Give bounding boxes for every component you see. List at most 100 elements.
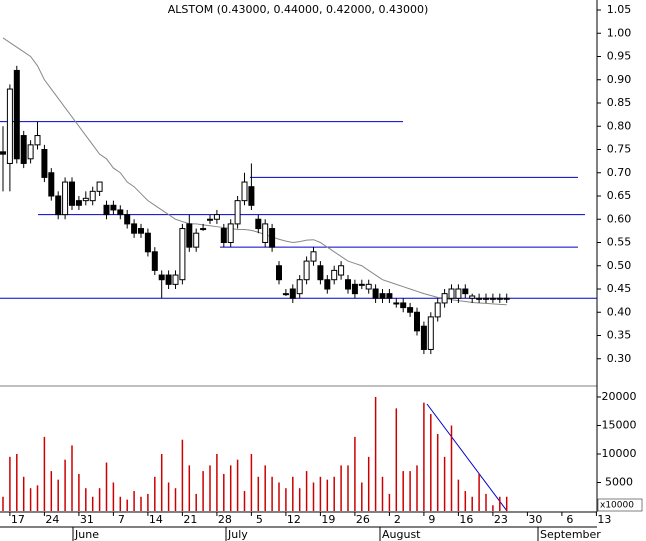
candle-body xyxy=(165,274,172,285)
candle-body xyxy=(151,251,158,271)
candle-body xyxy=(96,181,103,192)
x-tick-label: 2 xyxy=(394,513,401,526)
candle-body xyxy=(241,181,248,202)
y-tick-label: 0.70 xyxy=(607,166,632,179)
candle-body xyxy=(20,135,27,164)
candle-body xyxy=(462,288,469,295)
candle-body xyxy=(269,228,276,248)
candle-body xyxy=(200,228,207,231)
candle-body xyxy=(220,228,227,244)
x-tick-label: 6 xyxy=(566,513,573,526)
unit-box xyxy=(597,498,643,512)
candle-body xyxy=(48,172,55,197)
x-tick-label: 16 xyxy=(459,513,473,526)
month-label: July xyxy=(227,528,248,541)
candle-body xyxy=(82,197,89,202)
candle-body xyxy=(138,228,144,234)
candle-body xyxy=(448,288,455,299)
y-tick-label: 0.85 xyxy=(607,96,632,109)
y-tick-label: 0.65 xyxy=(607,189,632,202)
y-tick-label: 0.80 xyxy=(607,119,632,132)
candle-body xyxy=(234,200,241,225)
x-tick-label: 26 xyxy=(356,513,370,526)
x-tick-label: 31 xyxy=(80,513,94,526)
candle-body xyxy=(489,297,496,300)
x-tick-label: 9 xyxy=(428,513,435,526)
candle-body xyxy=(386,293,393,299)
candle-body xyxy=(110,204,117,211)
candle-body xyxy=(400,302,407,309)
x-tick-label: 19 xyxy=(321,513,335,526)
y-tick-label: 0.90 xyxy=(607,73,632,86)
candle-body xyxy=(441,293,448,304)
candle-body xyxy=(372,288,379,299)
candle-body xyxy=(55,195,62,216)
candle-body xyxy=(69,181,75,206)
month-label: August xyxy=(382,528,421,541)
candle-body xyxy=(282,293,289,296)
candle-body xyxy=(103,204,110,216)
candle-body xyxy=(117,209,124,216)
y-tick-label: 0.45 xyxy=(607,282,632,295)
x-tick-label: 24 xyxy=(45,513,59,526)
candle-body xyxy=(248,186,255,206)
x-tick-label: 21 xyxy=(183,513,197,526)
candle-body xyxy=(455,288,462,299)
y-tick-label: 1.05 xyxy=(607,3,632,16)
candle-body xyxy=(276,265,282,281)
y-tick-label: 0.60 xyxy=(607,212,632,225)
candle-body xyxy=(351,283,358,295)
candle-body xyxy=(365,283,372,290)
candle-body xyxy=(0,151,6,155)
candle-body xyxy=(13,69,20,160)
volume-trendline xyxy=(426,403,508,512)
candle-body xyxy=(393,302,400,305)
candle-body xyxy=(207,218,213,221)
candle-body xyxy=(172,274,179,285)
candle-body xyxy=(144,232,151,253)
y-tick-label: 5000 xyxy=(605,475,633,488)
candle-body xyxy=(358,283,365,286)
candle-body xyxy=(227,223,234,243)
candle-body xyxy=(41,149,48,178)
candle-body xyxy=(317,265,324,281)
y-tick-label: 0.35 xyxy=(607,329,632,342)
candle-body xyxy=(213,214,220,220)
y-tick-label: 0.50 xyxy=(607,259,632,272)
moving-average xyxy=(2,37,507,306)
candle-body xyxy=(6,88,13,164)
month-label: June xyxy=(74,528,99,541)
candle-body xyxy=(296,279,303,295)
x-tick-label: 7 xyxy=(118,513,125,526)
x-tick-label: 17 xyxy=(11,513,25,526)
y-tick-label: 10000 xyxy=(602,447,637,460)
x-tick-label: 13 xyxy=(597,513,611,526)
candle-body xyxy=(503,297,510,300)
candle-body xyxy=(420,325,427,350)
candle-body xyxy=(186,223,193,248)
candle-body xyxy=(179,228,186,281)
candle-body xyxy=(158,274,165,281)
y-tick-label: 0.75 xyxy=(607,143,632,156)
y-tick-label: 0.95 xyxy=(607,50,632,63)
candle-body xyxy=(331,269,338,281)
candle-body xyxy=(289,288,296,299)
candle-body xyxy=(27,144,34,160)
candle-body xyxy=(310,251,317,262)
candle-body xyxy=(324,279,331,290)
x-tick-label: 12 xyxy=(287,513,301,526)
candle-body xyxy=(483,297,489,300)
candle-body xyxy=(124,214,131,225)
candle-body xyxy=(75,200,82,206)
candle-body xyxy=(131,223,138,234)
chart-title: ALSTOM (0.43000, 0.44000, 0.42000, 0.430… xyxy=(168,3,429,16)
candle-body xyxy=(469,295,476,299)
candle-body xyxy=(434,302,441,318)
candle-body xyxy=(89,190,96,202)
candle-body xyxy=(345,279,351,290)
y-tick-label: 20000 xyxy=(602,390,637,403)
candle-body xyxy=(338,265,345,276)
candle-body xyxy=(496,297,503,300)
